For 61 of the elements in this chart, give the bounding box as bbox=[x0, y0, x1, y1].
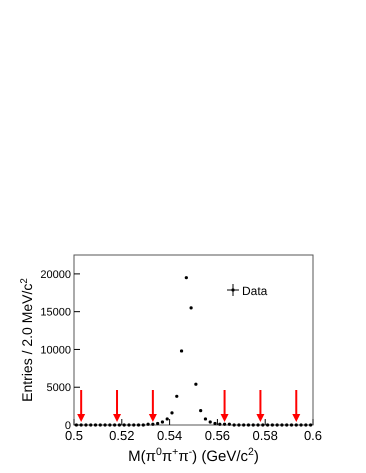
point bbox=[276, 423, 279, 427]
point bbox=[280, 423, 284, 427]
point bbox=[199, 409, 202, 412]
point bbox=[184, 276, 188, 280]
point bbox=[136, 423, 140, 427]
point bbox=[294, 423, 298, 427]
point bbox=[74, 423, 78, 427]
point bbox=[266, 423, 270, 427]
point bbox=[194, 382, 198, 386]
point bbox=[98, 423, 102, 427]
point bbox=[132, 423, 136, 427]
x-tick-label: 0.58 bbox=[252, 428, 278, 443]
point bbox=[146, 422, 150, 426]
point bbox=[228, 422, 231, 426]
x-tick-label: 0.52 bbox=[109, 428, 134, 443]
point bbox=[160, 420, 164, 424]
point bbox=[232, 423, 236, 427]
point bbox=[156, 422, 160, 426]
point bbox=[94, 423, 98, 427]
x-tick-label: 0.56 bbox=[204, 428, 230, 443]
point bbox=[180, 349, 184, 353]
point bbox=[142, 423, 145, 427]
point bbox=[299, 423, 303, 427]
point bbox=[118, 423, 122, 427]
point bbox=[218, 422, 222, 426]
point bbox=[166, 417, 169, 421]
point bbox=[80, 423, 83, 427]
y-tick-label: 5000 bbox=[46, 382, 71, 394]
point bbox=[113, 423, 116, 427]
point bbox=[290, 423, 294, 427]
point bbox=[122, 423, 126, 427]
point bbox=[237, 423, 241, 427]
y-tick-label: 15000 bbox=[40, 306, 71, 319]
point bbox=[285, 423, 288, 427]
point bbox=[270, 423, 274, 427]
text: M(π$^{0}$π$^{+}$π$^{-}$) (GeV/c$^{2}$) bbox=[128, 446, 259, 465]
point bbox=[222, 422, 226, 426]
point bbox=[256, 423, 260, 427]
x-tick-label: 0.54 bbox=[156, 428, 182, 443]
point bbox=[213, 422, 217, 426]
point bbox=[208, 420, 212, 424]
point bbox=[89, 423, 92, 427]
point bbox=[242, 423, 246, 427]
point bbox=[261, 423, 264, 427]
point bbox=[175, 394, 178, 398]
y-tick-label: 20000 bbox=[40, 268, 71, 281]
point bbox=[252, 423, 255, 427]
point bbox=[190, 306, 193, 310]
point bbox=[103, 423, 107, 427]
point bbox=[170, 411, 174, 415]
point bbox=[84, 423, 88, 427]
point bbox=[108, 423, 112, 427]
point bbox=[304, 423, 308, 427]
point bbox=[204, 417, 208, 421]
y-tick-label: 10000 bbox=[40, 344, 71, 356]
legend-label: Data bbox=[242, 284, 268, 298]
x-tick-label: 0.6 bbox=[304, 428, 322, 443]
point bbox=[309, 423, 312, 427]
point bbox=[246, 423, 250, 427]
point bbox=[127, 423, 131, 427]
point bbox=[151, 422, 154, 426]
